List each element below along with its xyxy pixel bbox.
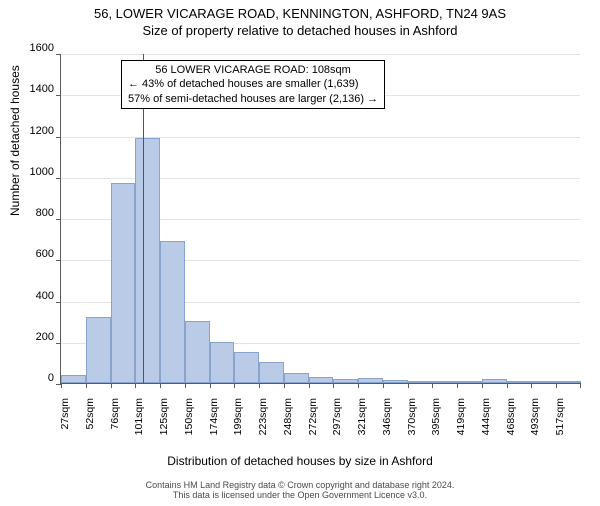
- x-tick-label: 395sqm: [430, 398, 442, 458]
- x-tick-label: 174sqm: [208, 398, 220, 458]
- x-tick-label: 468sqm: [505, 398, 517, 458]
- histogram-bar: [482, 379, 507, 383]
- histogram-bar: [383, 380, 408, 383]
- x-tick-mark: [86, 383, 87, 388]
- histogram-bar: [160, 241, 185, 383]
- chart-container: 27sqm52sqm76sqm101sqm125sqm150sqm174sqm1…: [60, 54, 580, 384]
- x-tick-label: 150sqm: [183, 398, 195, 458]
- y-tick-label: 0: [14, 372, 54, 384]
- x-tick-mark: [185, 383, 186, 388]
- attribution-text: Contains HM Land Registry data © Crown c…: [0, 480, 600, 500]
- histogram-bar: [61, 375, 86, 383]
- x-tick-label: 419sqm: [455, 398, 467, 458]
- histogram-bar: [111, 183, 136, 383]
- x-tick-mark: [160, 383, 161, 388]
- histogram-bar: [234, 352, 259, 383]
- histogram-bar: [185, 321, 210, 383]
- histogram-bar: [531, 381, 556, 383]
- y-tick-label: 600: [14, 248, 54, 260]
- x-tick-mark: [580, 383, 581, 388]
- x-tick-mark: [432, 383, 433, 388]
- x-tick-mark: [309, 383, 310, 388]
- x-tick-label: 346sqm: [381, 398, 393, 458]
- x-tick-mark: [556, 383, 557, 388]
- x-tick-label: 272sqm: [307, 398, 319, 458]
- x-tick-label: 517sqm: [554, 398, 566, 458]
- chart-title-main: 56, LOWER VICARAGE ROAD, KENNINGTON, ASH…: [0, 6, 600, 21]
- x-tick-label: 101sqm: [133, 398, 145, 458]
- chart-title-sub: Size of property relative to detached ho…: [0, 23, 600, 38]
- grid-line: [61, 54, 580, 55]
- plot-area: 27sqm52sqm76sqm101sqm125sqm150sqm174sqm1…: [60, 54, 580, 384]
- x-tick-label: 297sqm: [331, 398, 343, 458]
- histogram-bar: [309, 377, 334, 383]
- x-tick-mark: [61, 383, 62, 388]
- histogram-bar: [210, 342, 235, 383]
- x-tick-mark: [358, 383, 359, 388]
- x-tick-mark: [210, 383, 211, 388]
- x-tick-label: 76sqm: [109, 398, 121, 458]
- x-tick-label: 321sqm: [356, 398, 368, 458]
- y-tick-mark: [56, 219, 61, 220]
- x-tick-mark: [457, 383, 458, 388]
- histogram-bar: [135, 138, 160, 383]
- y-tick-label: 1600: [14, 42, 54, 54]
- x-tick-label: 493sqm: [529, 398, 541, 458]
- x-tick-label: 27sqm: [59, 398, 71, 458]
- x-tick-mark: [259, 383, 260, 388]
- x-tick-mark: [284, 383, 285, 388]
- histogram-bar: [259, 362, 284, 383]
- y-tick-label: 1000: [14, 166, 54, 178]
- x-tick-mark: [234, 383, 235, 388]
- histogram-bar: [457, 381, 482, 383]
- histogram-bar: [432, 381, 457, 383]
- y-tick-label: 1200: [14, 125, 54, 137]
- y-tick-label: 800: [14, 207, 54, 219]
- annotation-box: 56 LOWER VICARAGE ROAD: 108sqm← 43% of d…: [121, 60, 385, 109]
- attribution-line1: Contains HM Land Registry data © Crown c…: [146, 480, 455, 490]
- x-tick-mark: [333, 383, 334, 388]
- annotation-line: 56 LOWER VICARAGE ROAD: 108sqm: [128, 63, 378, 77]
- histogram-bar: [333, 379, 358, 383]
- x-tick-mark: [408, 383, 409, 388]
- x-tick-label: 370sqm: [406, 398, 418, 458]
- y-tick-mark: [56, 178, 61, 179]
- y-tick-mark: [56, 343, 61, 344]
- y-tick-mark: [56, 302, 61, 303]
- histogram-bar: [358, 378, 383, 383]
- x-tick-mark: [111, 383, 112, 388]
- histogram-bar: [556, 381, 581, 383]
- y-tick-label: 200: [14, 331, 54, 343]
- annotation-line: ← 43% of detached houses are smaller (1,…: [128, 77, 378, 91]
- x-tick-label: 52sqm: [84, 398, 96, 458]
- attribution-line2: This data is licensed under the Open Gov…: [173, 490, 427, 500]
- x-axis-label: Distribution of detached houses by size …: [0, 454, 600, 468]
- histogram-bar: [86, 317, 111, 383]
- y-tick-mark: [56, 260, 61, 261]
- annotation-line: 57% of semi-detached houses are larger (…: [128, 92, 378, 106]
- histogram-bar: [507, 381, 532, 383]
- histogram-bar: [284, 373, 309, 383]
- x-tick-mark: [135, 383, 136, 388]
- x-tick-mark: [383, 383, 384, 388]
- x-tick-label: 125sqm: [158, 398, 170, 458]
- x-tick-label: 248sqm: [282, 398, 294, 458]
- y-tick-mark: [56, 54, 61, 55]
- x-tick-label: 444sqm: [480, 398, 492, 458]
- x-tick-label: 223sqm: [257, 398, 269, 458]
- x-tick-label: 199sqm: [232, 398, 244, 458]
- y-tick-mark: [56, 137, 61, 138]
- x-tick-mark: [482, 383, 483, 388]
- y-tick-label: 400: [14, 290, 54, 302]
- y-tick-mark: [56, 95, 61, 96]
- x-tick-mark: [507, 383, 508, 388]
- y-tick-label: 1400: [14, 83, 54, 95]
- x-tick-mark: [531, 383, 532, 388]
- histogram-bar: [408, 381, 433, 383]
